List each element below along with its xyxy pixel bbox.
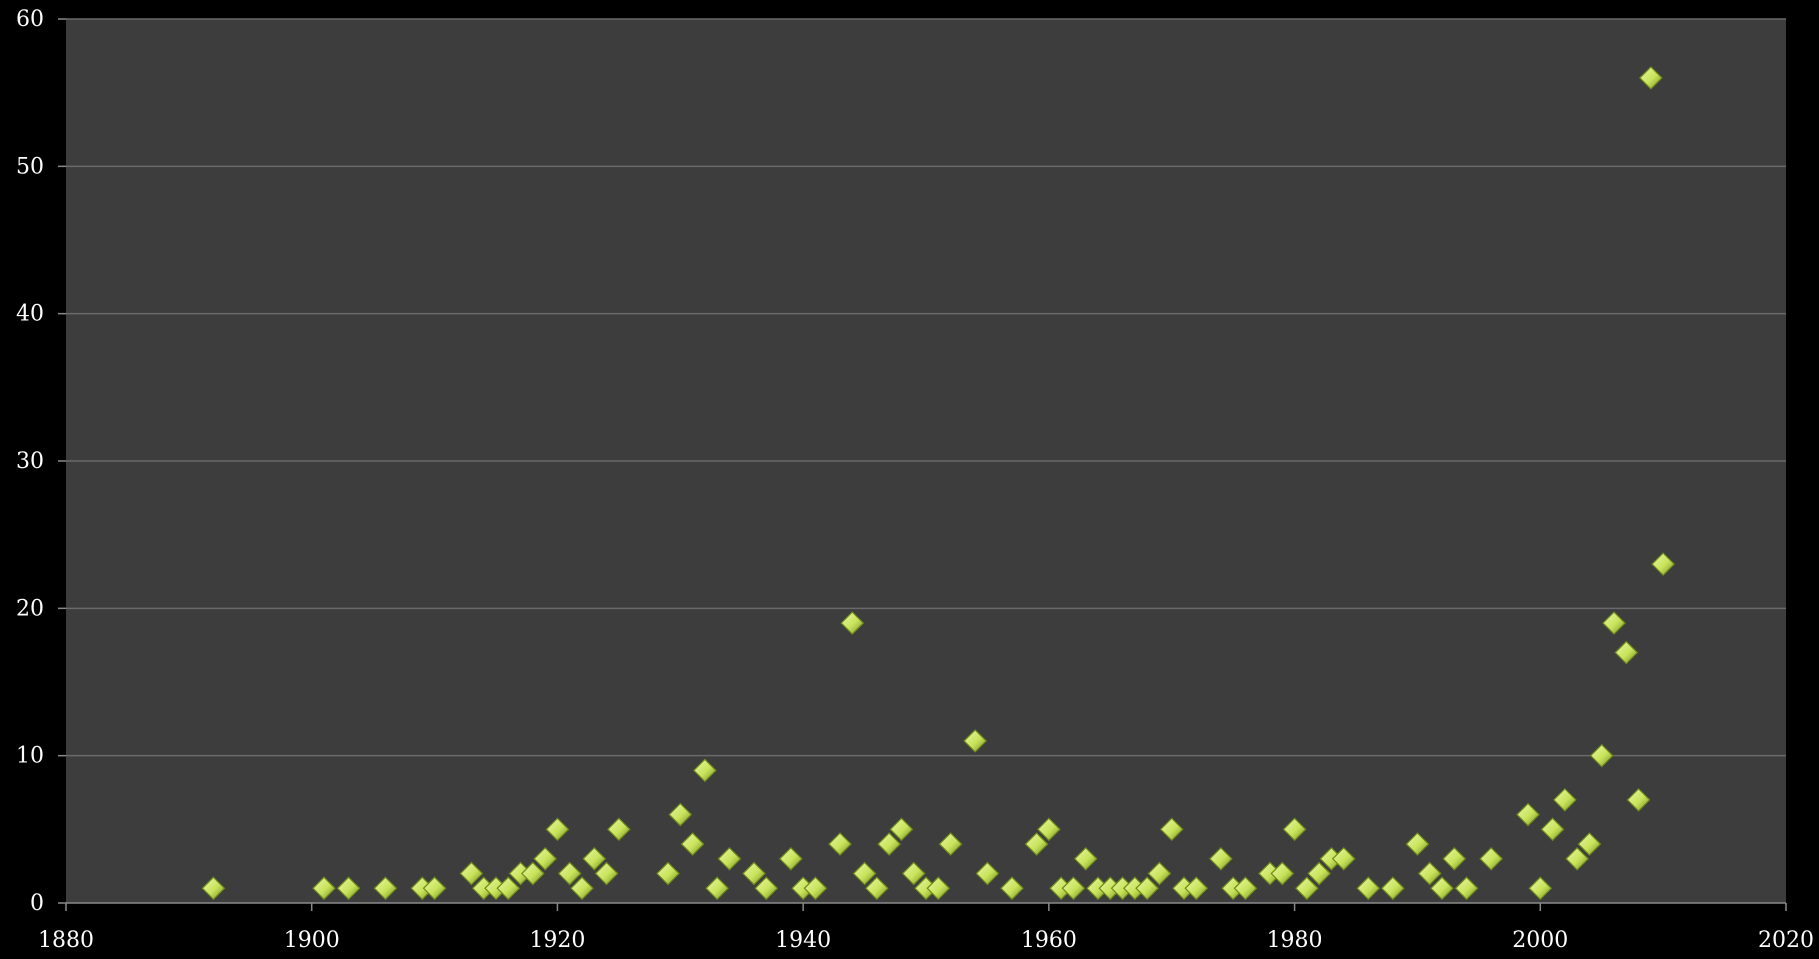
data-point-2004 (1577, 832, 1602, 856)
data-point-1946 (865, 876, 889, 901)
data-point-1923 (582, 846, 607, 871)
data-point-2009 (1639, 66, 1663, 90)
data-point-1963 (1073, 846, 1098, 871)
data-point-2008 (1626, 788, 1651, 812)
data-point-2002 (1553, 788, 1577, 812)
data-markers (201, 66, 1675, 901)
data-point-1892 (201, 876, 226, 901)
data-point-1984 (1331, 846, 1356, 871)
x-tick-label-1920: 1920 (529, 928, 585, 953)
data-point-1955 (975, 861, 1000, 886)
gridlines (66, 18, 1786, 757)
data-point-1948 (889, 817, 914, 842)
data-point-2005 (1589, 743, 1614, 768)
data-point-1982 (1307, 861, 1331, 886)
data-point-1919 (533, 846, 557, 871)
x-tick-label-1940: 1940 (775, 928, 831, 953)
data-point-1960 (1037, 817, 1061, 842)
data-point-1913 (459, 861, 484, 886)
data-point-1939 (779, 846, 803, 871)
data-point-1936 (742, 861, 766, 886)
data-point-1952 (938, 832, 963, 856)
data-point-1999 (1516, 802, 1540, 827)
data-point-1979 (1270, 861, 1295, 886)
data-point-1981 (1295, 876, 1319, 901)
data-point-1924 (594, 861, 619, 886)
data-point-1945 (852, 861, 877, 886)
data-point-1972 (1184, 876, 1209, 901)
y-tick-label-40: 40 (16, 302, 44, 327)
data-point-1990 (1405, 832, 1430, 856)
data-point-1921 (557, 861, 582, 886)
data-point-2001 (1540, 817, 1565, 842)
data-point-1976 (1233, 876, 1258, 901)
axes (58, 18, 1787, 911)
data-point-1932 (693, 758, 717, 783)
data-point-1996 (1479, 846, 1503, 871)
data-point-2007 (1614, 640, 1639, 665)
data-point-1980 (1282, 817, 1307, 842)
data-point-1941 (803, 876, 828, 901)
data-point-1903 (336, 876, 361, 901)
data-point-1930 (668, 802, 693, 827)
data-point-1991 (1417, 861, 1442, 886)
data-point-2000 (1528, 876, 1553, 901)
data-point-1974 (1209, 846, 1233, 871)
data-point-1969 (1147, 861, 1172, 886)
x-tick-label-1880: 1880 (38, 928, 94, 953)
data-point-1957 (1000, 876, 1024, 901)
y-tick-label-30: 30 (16, 449, 44, 474)
data-point-2003 (1565, 846, 1589, 871)
data-point-1992 (1430, 876, 1454, 901)
data-point-1944 (840, 611, 865, 635)
data-point-1931 (680, 832, 705, 856)
data-point-1959 (1024, 832, 1049, 856)
data-point-1933 (705, 876, 729, 901)
data-point-1988 (1381, 876, 1405, 901)
x-tick-label-1900: 1900 (284, 928, 340, 953)
data-point-1925 (607, 817, 631, 842)
y-tick-label-20: 20 (16, 596, 44, 621)
data-point-1993 (1442, 846, 1467, 871)
x-tick-label-2020: 2020 (1758, 928, 1814, 953)
data-point-1916 (496, 876, 521, 901)
data-point-1949 (901, 861, 926, 886)
x-tick-label-1960: 1960 (1021, 928, 1077, 953)
data-point-2010 (1651, 552, 1675, 576)
data-point-1943 (828, 832, 852, 856)
data-point-1986 (1356, 876, 1381, 901)
data-point-1954 (963, 729, 987, 753)
data-point-1906 (373, 876, 398, 901)
x-tick-label-2000: 2000 (1512, 928, 1568, 953)
data-point-1962 (1061, 876, 1086, 901)
data-point-1929 (656, 861, 680, 886)
data-point-1901 (312, 876, 336, 901)
y-tick-label-10: 10 (16, 744, 44, 769)
y-tick-label-0: 0 (30, 891, 44, 916)
data-point-1922 (570, 876, 594, 901)
data-point-1934 (717, 846, 742, 871)
data-point-2006 (1602, 611, 1626, 635)
data-point-1918 (521, 861, 545, 886)
y-tick-label-60: 60 (16, 7, 44, 32)
data-point-1920 (545, 817, 570, 842)
data-point-1968 (1135, 876, 1159, 901)
data-point-1951 (926, 876, 951, 901)
tick-labels: 0 10 20 30 40 50 60 1880 1900 1920 1940 1960 1980 200… (16, 7, 1814, 953)
data-point-1937 (754, 876, 779, 901)
data-point-1910 (422, 876, 447, 901)
y-tick-label-50: 50 (16, 154, 44, 179)
data-point-1970 (1159, 817, 1184, 842)
data-point-1947 (877, 832, 901, 856)
data-point-1994 (1454, 876, 1479, 901)
x-tick-label-1980: 1980 (1267, 928, 1323, 953)
